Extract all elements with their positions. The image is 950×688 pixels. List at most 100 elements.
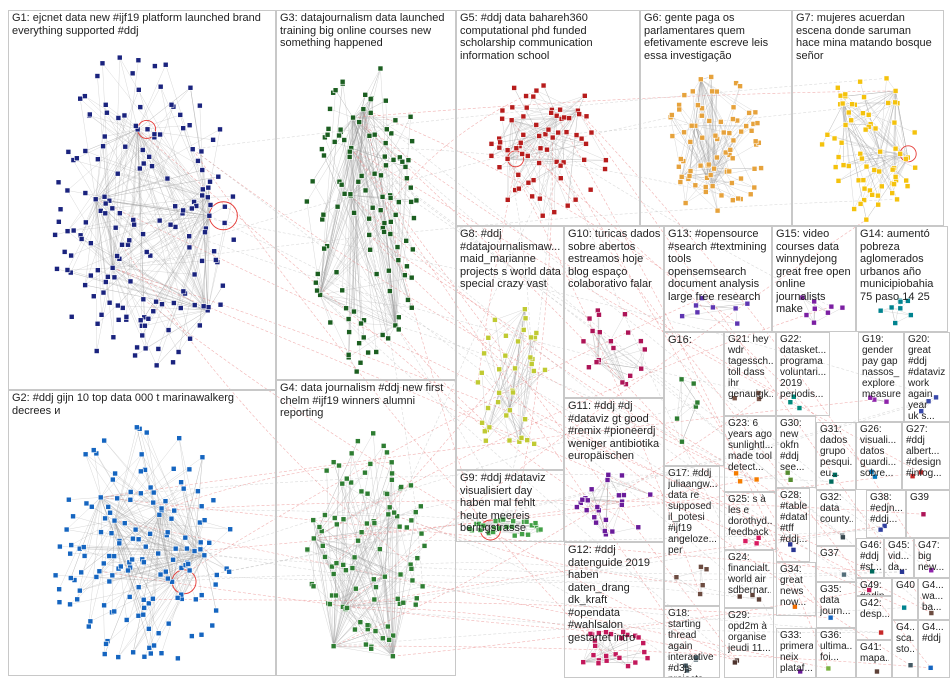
node bbox=[64, 267, 71, 273]
edge bbox=[161, 482, 182, 511]
node bbox=[102, 515, 108, 522]
edge bbox=[95, 199, 102, 315]
edge bbox=[112, 267, 163, 305]
edge bbox=[489, 427, 520, 442]
edge bbox=[561, 118, 564, 163]
inter-group-edge bbox=[395, 325, 523, 535]
inter-group-edge bbox=[99, 570, 607, 633]
node bbox=[148, 650, 154, 657]
edge bbox=[112, 106, 174, 268]
node bbox=[67, 550, 73, 557]
group-g12: G12: #ddj datenguide 2019 haben daten_dr… bbox=[564, 542, 664, 678]
node bbox=[222, 203, 228, 210]
group-label: G3: datajournalism data launched trainin… bbox=[280, 12, 445, 49]
node bbox=[123, 314, 130, 320]
group-label: G10: turicas dados sobre abertos estream… bbox=[568, 228, 661, 290]
edge bbox=[319, 90, 336, 295]
edge bbox=[736, 473, 757, 480]
node bbox=[350, 114, 356, 121]
edge bbox=[120, 550, 195, 567]
edge bbox=[126, 197, 208, 320]
edge bbox=[352, 567, 385, 577]
edge bbox=[333, 626, 388, 647]
edge bbox=[102, 63, 208, 198]
group-label: G34: great news now... bbox=[780, 564, 807, 608]
edge bbox=[319, 135, 370, 295]
edge bbox=[713, 168, 755, 188]
edge bbox=[207, 222, 225, 311]
edge bbox=[539, 135, 564, 163]
node bbox=[157, 83, 164, 90]
edge bbox=[85, 150, 208, 198]
node bbox=[109, 265, 116, 271]
node bbox=[127, 489, 134, 495]
inter-group-edge bbox=[368, 90, 537, 236]
edge bbox=[119, 543, 195, 552]
edge bbox=[880, 151, 901, 155]
group-label: G7: mujeres acuerdan escena donde saruma… bbox=[796, 12, 932, 62]
group-g29: G29: opd2m à organise jeudi 11... bbox=[724, 608, 774, 678]
edge bbox=[130, 491, 173, 582]
node bbox=[96, 568, 103, 575]
node bbox=[101, 651, 108, 657]
edge bbox=[342, 83, 352, 149]
node bbox=[206, 540, 213, 546]
edge bbox=[161, 510, 169, 579]
group-label: G30: new okfn #ddj see... bbox=[780, 418, 805, 473]
node bbox=[187, 84, 194, 91]
edge bbox=[351, 147, 407, 241]
node bbox=[65, 149, 72, 155]
node bbox=[56, 586, 62, 593]
node bbox=[98, 529, 104, 535]
node bbox=[366, 232, 373, 238]
group-g32: G32: data county... bbox=[816, 490, 856, 546]
node bbox=[155, 630, 162, 637]
node bbox=[94, 320, 101, 327]
edge bbox=[598, 349, 645, 363]
edge bbox=[845, 124, 880, 172]
group-label: G37 bbox=[820, 548, 839, 559]
edge bbox=[868, 126, 881, 152]
inter-group-edge bbox=[161, 462, 392, 511]
edge bbox=[866, 157, 908, 220]
node bbox=[111, 274, 118, 281]
node bbox=[141, 653, 148, 660]
node bbox=[197, 546, 204, 553]
edge bbox=[499, 370, 534, 393]
inter-group-edge bbox=[397, 515, 688, 671]
node bbox=[198, 592, 205, 598]
edge bbox=[146, 432, 195, 552]
node bbox=[189, 205, 195, 212]
edge bbox=[563, 138, 582, 163]
edge bbox=[513, 87, 540, 137]
node bbox=[175, 655, 181, 662]
node bbox=[83, 500, 90, 507]
node bbox=[177, 112, 184, 118]
edge bbox=[100, 531, 195, 552]
edge bbox=[682, 315, 738, 324]
edge bbox=[84, 497, 101, 556]
node bbox=[98, 312, 105, 318]
edge bbox=[319, 112, 371, 295]
group-label: G28: #table... #dataf... #tff #ddj... bbox=[780, 490, 807, 545]
node bbox=[139, 147, 146, 153]
edge bbox=[539, 135, 568, 206]
edge bbox=[67, 129, 138, 191]
edge bbox=[67, 199, 96, 232]
node bbox=[139, 332, 146, 339]
edge bbox=[150, 215, 210, 256]
edge bbox=[511, 120, 548, 150]
node bbox=[191, 548, 198, 554]
edge bbox=[329, 604, 334, 647]
group-label: G2: #ddj gijn 10 top data 000 t marinawa… bbox=[12, 392, 234, 417]
node bbox=[388, 130, 395, 137]
edge bbox=[119, 57, 138, 130]
node bbox=[385, 335, 391, 342]
group-g39: G39 bbox=[906, 490, 950, 538]
group-label: G6: gente paga os parlamentares quem efe… bbox=[644, 12, 769, 62]
edge bbox=[681, 122, 758, 178]
edge bbox=[142, 215, 210, 336]
edge bbox=[333, 465, 340, 647]
node bbox=[101, 437, 107, 444]
edge bbox=[821, 103, 844, 145]
